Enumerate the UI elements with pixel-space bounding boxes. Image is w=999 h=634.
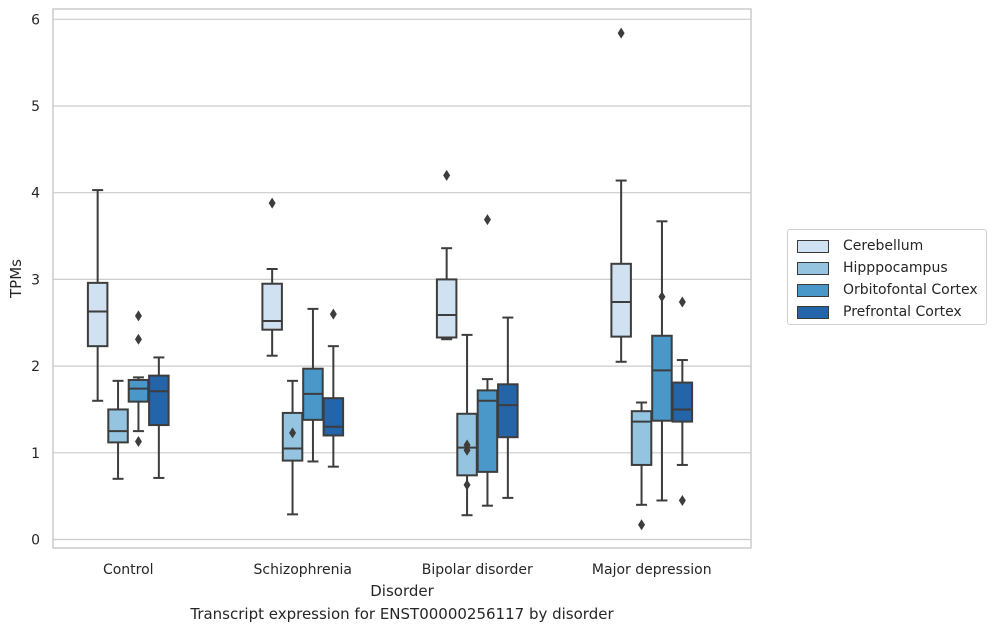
box-hipppocampus bbox=[107, 408, 129, 444]
plot-area bbox=[52, 8, 752, 549]
box-prefrontal-cortex bbox=[322, 397, 345, 437]
outlier-prefrontal-cortex bbox=[329, 308, 337, 320]
x-axis-label: Disorder bbox=[370, 582, 434, 600]
legend-label-orbitofrontal-cortex: Orbitofontal Cortex bbox=[843, 282, 978, 298]
legend-item-cerebellum: Cerebellum bbox=[794, 235, 980, 257]
y-tick-label: 2 bbox=[31, 359, 40, 375]
box-orbitofontal-cortex bbox=[127, 378, 150, 403]
legend-item-prefrontal-cortex: Prefrontal Cortex bbox=[794, 301, 980, 323]
y-tick-label: 0 bbox=[31, 533, 40, 549]
legend-swatch-cerebellum bbox=[797, 239, 829, 253]
outlier-orbitofontal-cortex bbox=[134, 310, 142, 322]
outlier-hipppocampus bbox=[638, 519, 646, 531]
x-tick-label-major-depression: Major depression bbox=[592, 562, 712, 578]
legend-item-orbitofrontal-cortex: Orbitofontal Cortex bbox=[794, 279, 980, 301]
box-cerebellum bbox=[435, 278, 458, 339]
y-tick-label: 5 bbox=[31, 99, 40, 115]
y-tick-label: 6 bbox=[31, 12, 40, 28]
legend-swatch-prefrontal-cortex bbox=[797, 305, 829, 319]
box-cerebellum bbox=[86, 281, 109, 348]
x-tick-label-control: Control bbox=[103, 562, 154, 578]
outlier-hipppocampus bbox=[289, 427, 297, 439]
x-tick-label-bipolar-disorder: Bipolar disorder bbox=[422, 562, 533, 578]
chart-caption: Transcript expression for ENST0000025611… bbox=[190, 605, 614, 623]
legend-item-hippocampus: Hipppocampus bbox=[794, 257, 980, 279]
outlier-cerebellum bbox=[268, 197, 276, 209]
legend-label-hippocampus: Hipppocampus bbox=[843, 260, 948, 276]
box-cerebellum bbox=[261, 282, 283, 331]
outlier-cerebellum bbox=[443, 169, 451, 181]
y-tick-label: 3 bbox=[31, 272, 40, 288]
box-cerebellum bbox=[610, 262, 632, 338]
y-axis-label: TPMs bbox=[7, 259, 25, 299]
y-tick-label: 1 bbox=[31, 446, 40, 462]
outlier-orbitofontal-cortex bbox=[658, 291, 666, 303]
legend-label-prefrontal-cortex: Prefrontal Cortex bbox=[843, 304, 962, 320]
outlier-cerebellum bbox=[617, 27, 625, 39]
legend-swatch-orbitofrontal-cortex bbox=[797, 283, 829, 297]
outlier-orbitofontal-cortex bbox=[134, 333, 142, 345]
y-tick-label: 4 bbox=[31, 186, 40, 202]
box-hipppocampus bbox=[630, 410, 653, 466]
outlier-orbitofontal-cortex bbox=[134, 436, 142, 448]
outlier-hipppocampus bbox=[463, 439, 471, 451]
x-tick-label-schizophrenia: Schizophrenia bbox=[254, 562, 352, 578]
outlier-prefrontal-cortex bbox=[678, 494, 686, 506]
legend-swatch-hippocampus bbox=[797, 261, 829, 275]
box-prefrontal-cortex bbox=[148, 374, 170, 427]
chart-legend: Cerebellum Hipppocampus Orbitofontal Cor… bbox=[787, 229, 987, 325]
legend-label-cerebellum: Cerebellum bbox=[843, 238, 924, 254]
outlier-hipppocampus bbox=[463, 479, 471, 491]
outlier-prefrontal-cortex bbox=[678, 296, 686, 308]
box-orbitofontal-cortex bbox=[476, 389, 499, 473]
box-prefrontal-cortex bbox=[671, 381, 694, 423]
box-orbitofontal-cortex bbox=[651, 334, 673, 422]
outlier-orbitofontal-cortex bbox=[483, 214, 491, 226]
box-prefrontal-cortex bbox=[497, 383, 519, 439]
